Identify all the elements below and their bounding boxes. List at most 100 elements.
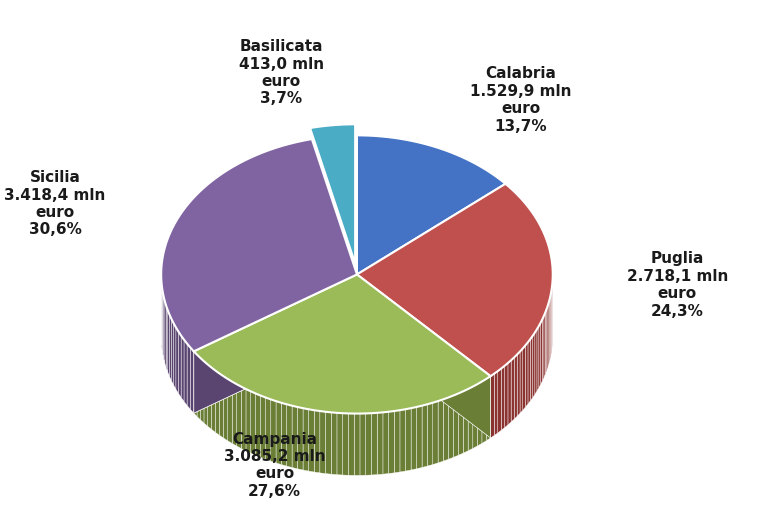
Polygon shape [181,336,184,401]
Polygon shape [171,319,174,385]
Polygon shape [178,332,181,397]
Polygon shape [417,406,422,469]
Polygon shape [236,384,241,449]
Polygon shape [314,410,320,473]
Polygon shape [220,373,223,438]
Polygon shape [535,329,537,394]
Polygon shape [168,310,170,376]
Polygon shape [377,412,383,474]
Polygon shape [261,396,265,459]
Polygon shape [256,394,261,457]
Polygon shape [464,389,468,453]
Polygon shape [194,275,490,413]
Text: Calabria
1.529,9 mln
euro
13,7%: Calabria 1.529,9 mln euro 13,7% [470,66,571,134]
Polygon shape [400,409,405,472]
Polygon shape [204,361,207,426]
Polygon shape [411,407,417,470]
Polygon shape [428,402,433,466]
Polygon shape [501,366,505,430]
Polygon shape [454,393,458,457]
Polygon shape [433,401,438,465]
Polygon shape [176,327,178,393]
Polygon shape [207,364,211,429]
Polygon shape [164,301,166,368]
Polygon shape [357,184,553,376]
Polygon shape [287,404,292,468]
Polygon shape [498,368,501,433]
Polygon shape [537,326,539,391]
Polygon shape [383,412,389,474]
Polygon shape [448,395,454,459]
Polygon shape [494,371,498,436]
Polygon shape [200,358,204,423]
Polygon shape [550,295,551,360]
Polygon shape [511,357,514,422]
Polygon shape [215,370,220,435]
Polygon shape [303,408,308,471]
Polygon shape [310,124,355,263]
Polygon shape [438,399,443,463]
Polygon shape [166,306,168,372]
Polygon shape [343,413,348,475]
Polygon shape [271,399,276,463]
Polygon shape [520,349,522,413]
Polygon shape [251,391,256,455]
Polygon shape [458,391,464,455]
Polygon shape [522,346,526,410]
Polygon shape [366,413,372,475]
Polygon shape [298,407,303,470]
Polygon shape [477,382,482,446]
Polygon shape [276,401,282,465]
Polygon shape [549,298,550,364]
Text: Sicilia
3.418,4 mln
euro
30,6%: Sicilia 3.418,4 mln euro 30,6% [5,170,106,237]
Polygon shape [468,386,473,451]
Polygon shape [354,413,360,476]
Polygon shape [526,342,528,407]
Polygon shape [170,314,171,381]
Polygon shape [372,413,377,475]
Polygon shape [357,275,490,438]
Polygon shape [357,135,506,275]
Polygon shape [541,319,542,384]
Polygon shape [545,309,547,374]
Polygon shape [184,340,187,406]
Polygon shape [265,397,271,461]
Polygon shape [194,351,197,416]
Polygon shape [194,275,357,413]
Polygon shape [482,379,487,443]
Polygon shape [389,411,394,473]
Polygon shape [194,275,357,413]
Polygon shape [232,382,236,446]
Polygon shape [228,379,232,443]
Polygon shape [320,411,325,473]
Polygon shape [337,413,343,475]
Polygon shape [190,348,194,413]
Polygon shape [223,376,228,441]
Text: Puglia
2.718,1 mln
euro
24,3%: Puglia 2.718,1 mln euro 24,3% [627,251,728,319]
Polygon shape [443,397,448,461]
Polygon shape [331,412,337,474]
Polygon shape [348,413,354,476]
Polygon shape [487,376,490,441]
Polygon shape [473,384,477,449]
Polygon shape [544,312,545,378]
Polygon shape [161,139,357,351]
Polygon shape [542,316,544,381]
Polygon shape [517,351,520,416]
Text: Basilicata
413,0 mln
euro
3,7%: Basilicata 413,0 mln euro 3,7% [239,39,324,106]
Polygon shape [197,355,200,420]
Polygon shape [532,333,535,398]
Text: Campania
3.085,2 mln
euro
27,6%: Campania 3.085,2 mln euro 27,6% [223,431,325,499]
Polygon shape [187,343,190,409]
Polygon shape [174,323,176,389]
Polygon shape [490,373,494,438]
Polygon shape [530,336,532,401]
Polygon shape [548,302,549,367]
Polygon shape [514,354,517,419]
Polygon shape [211,367,215,433]
Polygon shape [360,413,366,476]
Polygon shape [241,386,246,451]
Polygon shape [505,363,508,428]
Polygon shape [282,403,287,466]
Polygon shape [357,275,490,438]
